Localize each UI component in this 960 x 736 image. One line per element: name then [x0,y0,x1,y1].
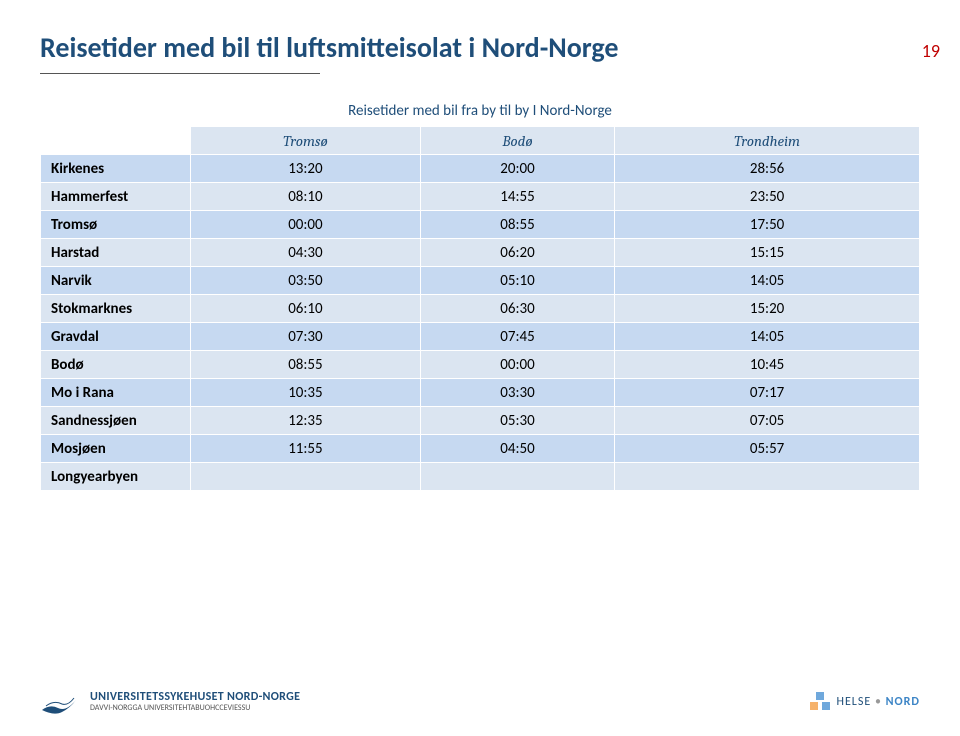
table-row: Kirkenes13:2020:0028:56 [41,155,920,183]
table-cell: 12:35 [191,407,421,435]
row-label: Mo i Rana [41,379,191,407]
col-header: Tromsø [191,127,421,155]
table-cell: 05:57 [615,435,920,463]
table-cell: 28:56 [615,155,920,183]
table-cell: 07:17 [615,379,920,407]
table-cell: 14:05 [615,323,920,351]
row-label: Longyearbyen [41,463,191,491]
table-row: Bodø08:5500:0010:45 [41,351,920,379]
col-header: Bodø [420,127,614,155]
row-label: Mosjøen [41,435,191,463]
table-cell: 17:50 [615,211,920,239]
table-cell: 08:10 [191,183,421,211]
table-row: Gravdal07:3007:4514:05 [41,323,920,351]
table-cell: 20:00 [420,155,614,183]
table-cell: 07:30 [191,323,421,351]
header-blank [41,127,191,155]
table-cell: 08:55 [191,351,421,379]
helse-text-b: NORD [886,695,920,709]
org-logo-right: HELSE • NORD [810,692,920,712]
org-logo-left: UNIVERSITETSSYKEHUSET NORD-NORGE DAVVI-N… [40,686,300,718]
table-row: Mo i Rana10:3503:3007:17 [41,379,920,407]
col-header: Trondheim [615,127,920,155]
table-cell: 06:20 [420,239,614,267]
table-row: Sandnessjøen12:3505:3007:05 [41,407,920,435]
table-cell: 14:55 [420,183,614,211]
table-cell: 15:20 [615,295,920,323]
row-label: Bodø [41,351,191,379]
row-label: Kirkenes [41,155,191,183]
table-cell: 07:45 [420,323,614,351]
table-row: Longyearbyen [41,463,920,491]
table-cell: 08:55 [420,211,614,239]
table-cell: 05:30 [420,407,614,435]
table-cell: 23:50 [615,183,920,211]
table-row: Narvik03:5005:1014:05 [41,267,920,295]
table-cell [615,463,920,491]
row-label: Tromsø [41,211,191,239]
table-row: Tromsø00:0008:5517:50 [41,211,920,239]
table-cell: 00:00 [191,211,421,239]
table-row: Stokmarknes06:1006:3015:20 [41,295,920,323]
row-label: Hammerfest [41,183,191,211]
table-row: Hammerfest08:1014:5523:50 [41,183,920,211]
table-cell: 14:05 [615,267,920,295]
row-label: Stokmarknes [41,295,191,323]
page-number: 19 [922,40,940,62]
table-cell [191,463,421,491]
table-cell: 04:50 [420,435,614,463]
table-header-row: Tromsø Bodø Trondheim [41,127,920,155]
table-cell: 00:00 [420,351,614,379]
table-cell: 06:30 [420,295,614,323]
title-underline [40,73,320,74]
table-cell: 04:30 [191,239,421,267]
table-cell: 10:45 [615,351,920,379]
row-label: Harstad [41,239,191,267]
helse-brand: HELSE • NORD [836,695,920,709]
footer: UNIVERSITETSSYKEHUSET NORD-NORGE DAVVI-N… [40,686,920,718]
row-label: Narvik [41,267,191,295]
table-caption: Reisetider med bil fra by til by I Nord-… [40,102,920,120]
table-cell: 05:10 [420,267,614,295]
table-cell: 10:35 [191,379,421,407]
row-label: Gravdal [41,323,191,351]
bird-icon [40,686,80,718]
travel-time-table: Reisetider med bil fra by til by I Nord-… [40,102,920,491]
table-cell: 11:55 [191,435,421,463]
table-cell: 07:05 [615,407,920,435]
page-title: Reisetider med bil til luftsmitteisolat … [40,30,960,65]
helse-mark-icon [810,692,830,712]
table-cell: 03:30 [420,379,614,407]
table-cell: 03:50 [191,267,421,295]
table-cell: 15:15 [615,239,920,267]
row-label: Sandnessjøen [41,407,191,435]
table-row: Harstad04:3006:2015:15 [41,239,920,267]
helse-text-a: HELSE [836,695,871,709]
table-row: Mosjøen11:5504:5005:57 [41,435,920,463]
table-cell: 13:20 [191,155,421,183]
table-cell: 06:10 [191,295,421,323]
table-cell [420,463,614,491]
